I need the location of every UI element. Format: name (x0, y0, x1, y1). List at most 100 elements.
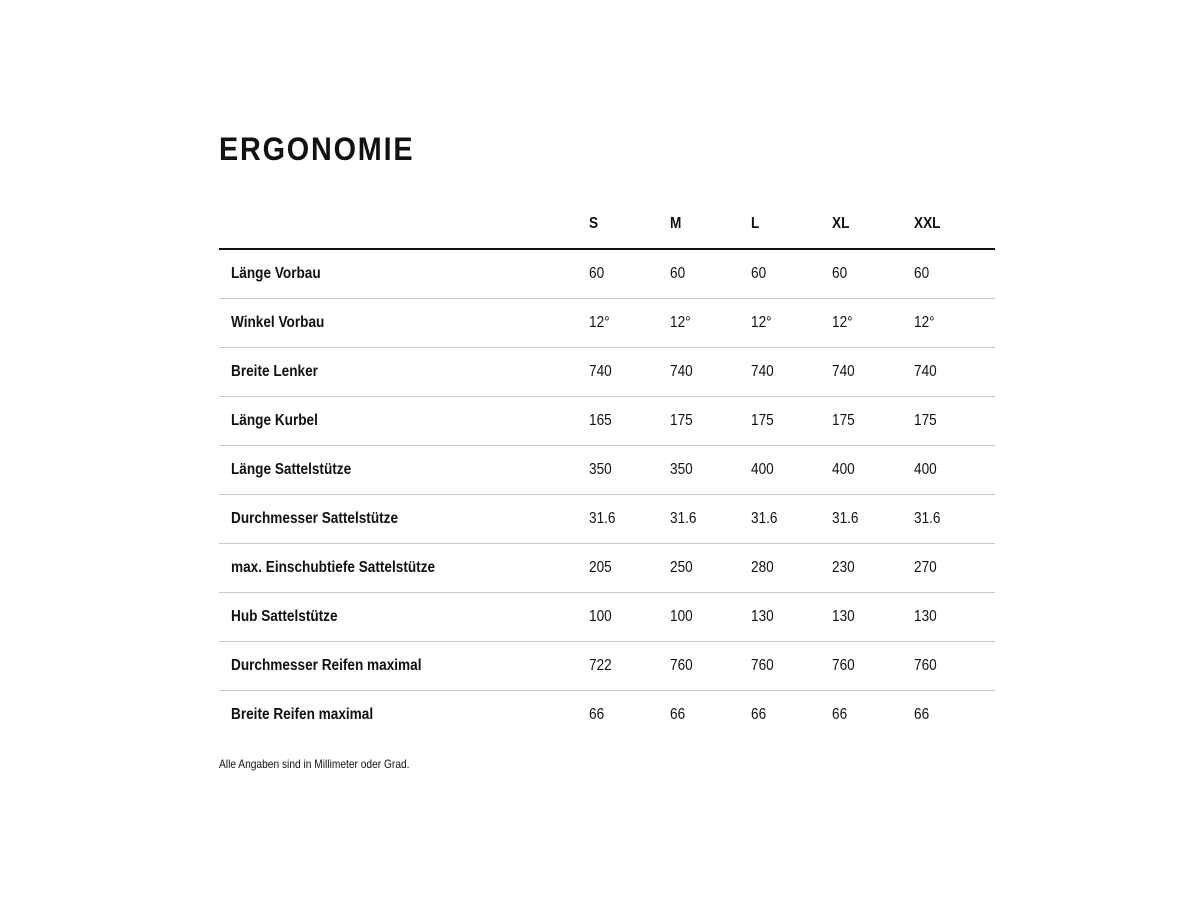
value-text: 66 (751, 705, 767, 723)
column-header-xl: XL (832, 200, 914, 250)
value-cell: 130 (913, 592, 995, 642)
value-text: 740 (751, 362, 774, 380)
value-text: 250 (670, 558, 693, 576)
value-cell: 165 (588, 396, 671, 446)
table-row: Breite Lenker 740 740 740 740 740 (219, 347, 995, 397)
table-row: Hub Sattelstütze 100 100 130 130 130 (219, 592, 995, 642)
value-text: 722 (588, 656, 612, 674)
value-cell: 130 (832, 592, 914, 642)
value-cell: 230 (832, 543, 914, 593)
column-header-text: L (751, 215, 760, 232)
value-cell: 740 (670, 347, 752, 397)
value-cell: 722 (588, 641, 671, 691)
value-text: 12° (588, 313, 610, 331)
value-text: 31.6 (751, 509, 778, 527)
row-label: max. Einschubtiefe Sattelstütze (219, 543, 589, 593)
value-text: 66 (913, 705, 929, 723)
value-cell: 400 (913, 445, 995, 495)
value-text: 60 (832, 264, 848, 282)
value-cell: 280 (751, 543, 833, 593)
row-label: Durchmesser Sattelstütze (219, 494, 589, 544)
value-text: 130 (913, 607, 937, 625)
value-cell: 31.6 (913, 494, 995, 544)
value-cell: 12° (588, 298, 671, 348)
value-cell: 175 (913, 396, 995, 446)
value-text: 760 (751, 656, 774, 674)
value-cell: 250 (670, 543, 752, 593)
value-text: 12° (670, 313, 691, 331)
value-text: 100 (670, 607, 693, 625)
table-row: Länge Kurbel 165 175 175 175 175 (219, 396, 995, 446)
value-cell: 175 (832, 396, 914, 446)
value-cell: 60 (588, 249, 671, 299)
column-header-l: L (751, 200, 833, 250)
value-cell: 12° (832, 298, 914, 348)
value-cell: 12° (670, 298, 752, 348)
value-cell: 12° (751, 298, 833, 348)
value-cell: 760 (670, 641, 752, 691)
value-text: 31.6 (832, 509, 859, 527)
value-cell: 205 (588, 543, 671, 593)
table-header-row: S M L XL XXL (219, 200, 995, 250)
value-text: 66 (670, 705, 686, 723)
column-header-text: XXL (913, 215, 941, 232)
value-cell: 100 (670, 592, 752, 642)
row-label: Hub Sattelstütze (219, 592, 589, 642)
column-header-s: S (588, 200, 671, 250)
value-text: 60 (670, 264, 686, 282)
row-label: Winkel Vorbau (219, 298, 589, 348)
value-cell: 60 (832, 249, 914, 299)
row-label-text: Winkel Vorbau (231, 313, 325, 331)
value-text: 31.6 (913, 509, 941, 527)
value-text: 280 (751, 558, 774, 576)
table-row: Breite Reifen maximal 66 66 66 66 66 (219, 690, 995, 739)
row-label: Breite Reifen maximal (219, 690, 589, 739)
row-label-text: Hub Sattelstütze (231, 607, 338, 625)
value-text: 740 (588, 362, 612, 380)
ergonomics-table: S M L XL XXL Länge Vorbau 60 60 60 60 60 Winkel Vo… (219, 200, 995, 739)
value-text: 175 (670, 411, 693, 429)
row-label: Breite Lenker (219, 347, 589, 397)
row-label: Durchmesser Reifen maximal (219, 641, 589, 691)
table-row: Länge Sattelstütze 350 350 400 400 400 (219, 445, 995, 495)
value-cell: 400 (751, 445, 833, 495)
value-cell: 350 (670, 445, 752, 495)
value-text: 760 (832, 656, 856, 674)
value-cell: 130 (751, 592, 833, 642)
value-cell: 31.6 (588, 494, 671, 544)
value-cell: 760 (751, 641, 833, 691)
value-cell: 31.6 (832, 494, 914, 544)
value-text: 130 (832, 607, 856, 625)
value-text: 400 (832, 460, 856, 478)
value-cell: 12° (913, 298, 995, 348)
value-text: 60 (751, 264, 767, 282)
column-header-text: S (588, 215, 598, 232)
row-label-text: Länge Sattelstütze (231, 460, 352, 478)
value-text: 31.6 (588, 509, 616, 527)
row-label-text: Breite Lenker (231, 362, 318, 380)
value-text: 31.6 (670, 509, 697, 527)
value-cell: 66 (589, 690, 670, 739)
value-cell: 350 (588, 445, 671, 495)
value-text: 66 (832, 705, 848, 723)
value-cell: 740 (913, 347, 995, 397)
value-text: 350 (670, 460, 693, 478)
value-cell: 100 (588, 592, 671, 642)
value-text: 740 (913, 362, 937, 380)
value-cell: 175 (751, 396, 833, 446)
table-body: Länge Vorbau 60 60 60 60 60 Winkel Vorbau 12° 12… (219, 249, 995, 739)
header-label-cell (219, 200, 589, 250)
value-text: 165 (588, 411, 612, 429)
row-label-text: Durchmesser Reifen maximal (231, 656, 422, 674)
value-text: 66 (588, 705, 604, 723)
row-label-text: Durchmesser Sattelstütze (231, 509, 399, 527)
table-row: Durchmesser Sattelstütze 31.6 31.6 31.6 31.6… (219, 494, 995, 544)
value-cell: 740 (832, 347, 914, 397)
value-cell: 740 (588, 347, 671, 397)
table-row: max. Einschubtiefe Sattelstütze 205 250 280… (219, 543, 995, 593)
value-cell: 760 (913, 641, 995, 691)
value-cell: 66 (670, 690, 751, 739)
column-header-m: M (670, 200, 752, 250)
value-cell: 66 (832, 690, 913, 739)
page-title: ERGONOMIE (219, 131, 415, 167)
